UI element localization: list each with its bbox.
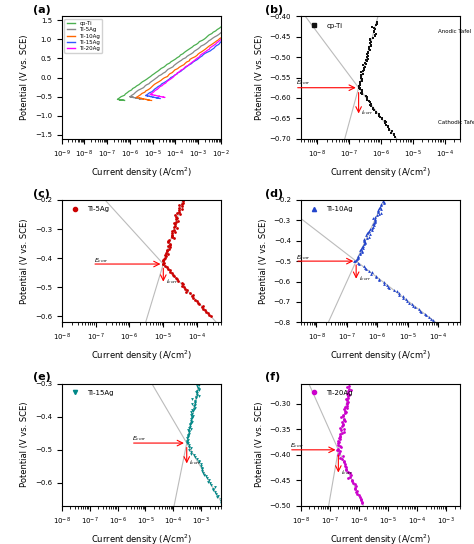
Y-axis label: Potential (V vs. SCE): Potential (V vs. SCE)	[20, 218, 29, 304]
Y-axis label: Potential (V vs. SCE): Potential (V vs. SCE)	[259, 218, 268, 304]
X-axis label: Current density (A/cm$^2$): Current density (A/cm$^2$)	[329, 349, 431, 363]
Text: $E_{corr}$: $E_{corr}$	[290, 441, 305, 450]
Legend: Ti-5Ag: Ti-5Ag	[65, 203, 112, 215]
Text: (c): (c)	[33, 189, 50, 199]
Legend: cp-Ti, Ti-5Ag, Ti-10Ag, Ti-15Ag, Ti-20Ag: cp-Ti, Ti-5Ag, Ti-10Ag, Ti-15Ag, Ti-20Ag	[64, 19, 102, 53]
Text: $E_{corr}$: $E_{corr}$	[132, 435, 147, 443]
X-axis label: Current density (A/cm$^2$): Current density (A/cm$^2$)	[329, 165, 431, 180]
X-axis label: Current density (A/cm$^2$): Current density (A/cm$^2$)	[91, 533, 192, 544]
Y-axis label: Potential (V vs. SCE): Potential (V vs. SCE)	[20, 402, 29, 487]
Text: $E_{corr}$: $E_{corr}$	[296, 78, 311, 88]
Y-axis label: Potential (V vs. SCE): Potential (V vs. SCE)	[255, 35, 264, 120]
Text: (f): (f)	[265, 372, 281, 382]
Text: $E_{corr}$: $E_{corr}$	[94, 256, 109, 264]
Text: $i_{corr}$: $i_{corr}$	[189, 459, 201, 467]
Text: $i_{corr}$: $i_{corr}$	[361, 108, 374, 117]
Text: (e): (e)	[33, 372, 51, 382]
Legend: cp-Ti: cp-Ti	[304, 20, 345, 32]
Text: Anodic Tafel: Anodic Tafel	[438, 29, 471, 34]
Legend: Ti-20Ag: Ti-20Ag	[304, 387, 356, 399]
X-axis label: Current density (A/cm$^2$): Current density (A/cm$^2$)	[91, 165, 192, 180]
Text: (b): (b)	[265, 5, 283, 15]
Text: (d): (d)	[265, 189, 283, 199]
Text: $i_{corr}$: $i_{corr}$	[166, 277, 179, 286]
X-axis label: Current density (A/cm$^2$): Current density (A/cm$^2$)	[329, 533, 431, 544]
Text: Cathodic Tafel: Cathodic Tafel	[438, 120, 474, 126]
Text: (a): (a)	[33, 5, 51, 15]
Legend: Ti-10Ag: Ti-10Ag	[304, 203, 356, 215]
Y-axis label: Potential (V vs. SCE): Potential (V vs. SCE)	[255, 402, 264, 487]
Legend: Ti-15Ag: Ti-15Ag	[65, 387, 117, 399]
X-axis label: Current density (A/cm$^2$): Current density (A/cm$^2$)	[91, 349, 192, 363]
Y-axis label: Potential (V vs. SCE): Potential (V vs. SCE)	[20, 35, 29, 120]
Text: $i_{corr}$: $i_{corr}$	[358, 275, 371, 283]
Text: $E_{corr}$: $E_{corr}$	[296, 253, 311, 262]
Text: $i_{corr}$: $i_{corr}$	[341, 468, 353, 477]
